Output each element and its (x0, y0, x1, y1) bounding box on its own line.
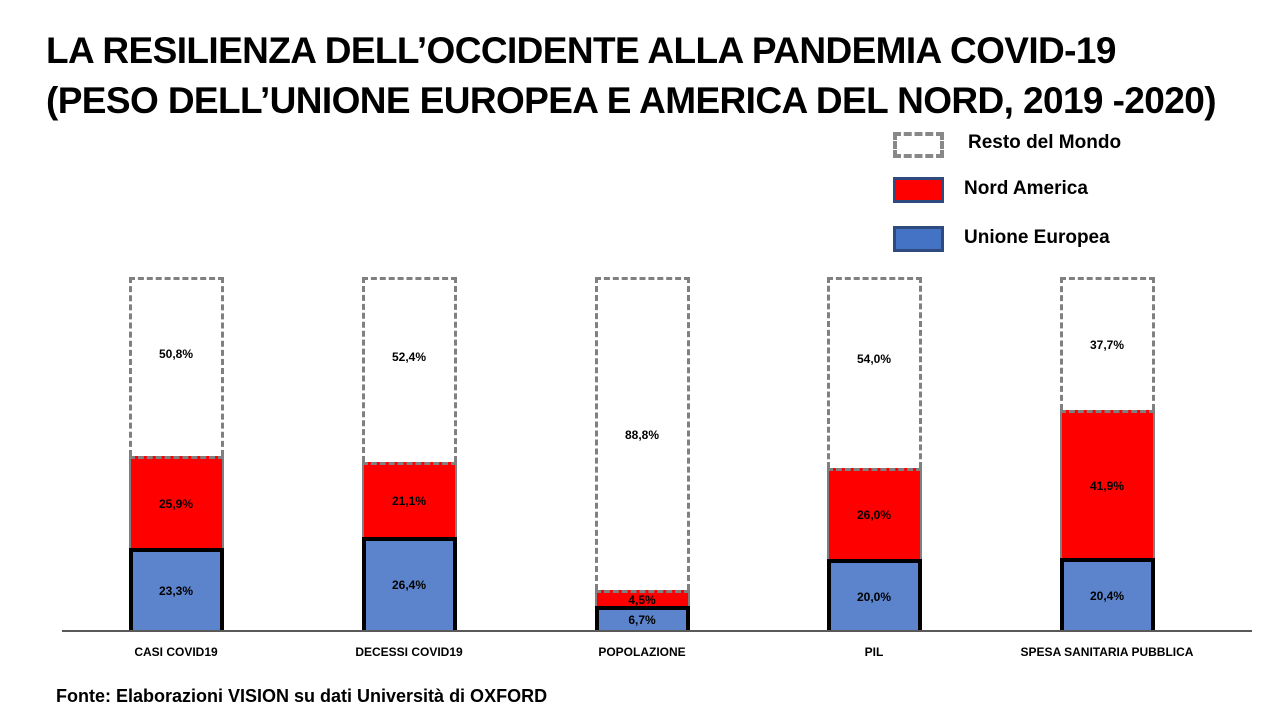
segment-unione-europea: 20,0% (826, 559, 922, 630)
chart-title-line-2: (PESO DELL’UNIONE EUROPEA E AMERICA DEL … (46, 80, 1217, 121)
segment-nord-america: 25,9% (128, 456, 224, 548)
segment-unione-europea: 6,7% (594, 606, 690, 630)
data-label: 41,9% (1089, 478, 1125, 493)
segment-resto-del-mondo: 54,0% (826, 277, 922, 468)
bar-casi-covid19: 23,3% 25,9% 50,8% (128, 277, 224, 630)
x-axis-line (62, 630, 1252, 632)
bar-pil: 20,0% 26,0% 54,0% (826, 277, 922, 630)
data-label: 20,4% (1089, 589, 1125, 603)
data-label: 26,4% (391, 578, 427, 593)
segment-resto-del-mondo: 37,7% (1059, 277, 1155, 411)
data-label: 54,0% (856, 352, 892, 367)
x-axis-category-label: SPESA SANITARIA PUBBLICA (1020, 645, 1194, 659)
data-label: 4,5% (628, 592, 656, 607)
data-label: 88,8% (624, 428, 660, 443)
data-label: 52,4% (391, 350, 427, 365)
segment-nord-america: 4,5% (594, 590, 690, 607)
legend-swatch-blue-icon (893, 226, 944, 252)
segment-unione-europea: 26,4% (361, 536, 457, 630)
x-axis-category-label: PIL (864, 645, 884, 659)
segment-nord-america: 26,0% (826, 467, 922, 560)
chart-title-line-1: LA RESILIENZA DELL’OCCIDENTE ALLA PANDEM… (46, 30, 1116, 71)
x-axis-category-label: POPOLAZIONE (598, 645, 686, 659)
segment-nord-america: 21,1% (361, 462, 457, 537)
data-label: 37,7% (1089, 338, 1125, 353)
bar-spesa-sanitaria-pubblica: 20,4% 41,9% 37,7% (1059, 277, 1155, 630)
data-label: 20,0% (856, 589, 892, 604)
legend-swatch-dashed-icon (893, 132, 944, 158)
data-label: 50,8% (158, 347, 194, 362)
legend-label: Unione Europea (964, 227, 1110, 248)
data-label: 26,0% (856, 508, 892, 523)
segment-nord-america: 41,9% (1059, 410, 1155, 558)
legend-item-resto-del-mondo: Resto del Mondo (890, 130, 1190, 162)
legend-label: Resto del Mondo (968, 132, 1122, 153)
segment-unione-europea: 23,3% (128, 547, 224, 630)
legend-item-unione-europea: Unione Europea (890, 225, 1190, 257)
segment-resto-del-mondo: 50,8% (128, 277, 224, 457)
data-label: 6,7% (628, 613, 656, 628)
x-axis-category-label: CASI COVID19 (134, 645, 218, 659)
legend-item-nord-america: Nord America (890, 176, 1190, 208)
source-note: Fonte: Elaborazioni VISION su dati Unive… (56, 686, 548, 706)
data-label: 25,9% (158, 496, 194, 511)
data-label: 21,1% (391, 494, 427, 509)
legend-label: Nord America (964, 178, 1088, 199)
segment-resto-del-mondo: 88,8% (594, 277, 690, 591)
segment-resto-del-mondo: 52,4% (361, 277, 457, 463)
legend-swatch-red-icon (893, 177, 944, 203)
x-axis-category-label: DECESSI COVID19 (355, 645, 463, 659)
segment-unione-europea: 20,4% (1059, 558, 1155, 630)
chart-title: LA RESILIENZA DELL’OCCIDENTE ALLA PANDEM… (46, 26, 1217, 126)
data-label: 23,3% (158, 583, 194, 598)
bar-decessi-covid19: 26,4% 21,1% 52,4% (361, 277, 457, 630)
bar-popolazione: 6,7% 4,5% 88,8% (594, 277, 690, 630)
